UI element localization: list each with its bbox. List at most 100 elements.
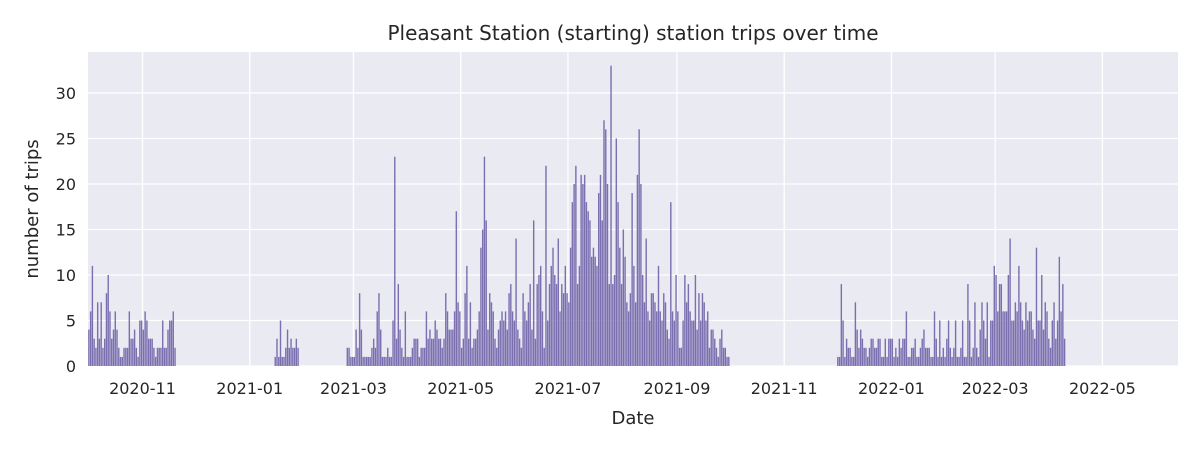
bar (276, 338, 278, 366)
bar (350, 356, 352, 366)
bar (872, 338, 874, 366)
bar (691, 320, 693, 366)
bar (555, 284, 558, 366)
bar (954, 320, 957, 366)
bar (144, 311, 146, 366)
bar (362, 356, 364, 366)
bar (710, 329, 712, 366)
bar (946, 338, 948, 366)
bar (909, 356, 911, 366)
bar (615, 138, 618, 366)
bar (583, 174, 586, 366)
bar (854, 302, 857, 366)
bar (678, 347, 681, 366)
bar (172, 311, 174, 366)
bar (1037, 320, 1039, 366)
bar (998, 284, 1001, 366)
bar (685, 302, 688, 366)
bar (963, 356, 966, 366)
bar (481, 229, 484, 366)
bar (140, 320, 143, 366)
bar (569, 247, 572, 366)
bar (367, 356, 370, 366)
bar (1000, 284, 1003, 366)
x-tick-label: 2022-05 (1069, 379, 1136, 398)
bar (538, 274, 540, 366)
bar (983, 320, 985, 366)
bar (1035, 247, 1038, 366)
bar (548, 284, 551, 366)
bar (552, 247, 554, 366)
bar (348, 347, 350, 366)
bar (162, 320, 164, 366)
bar (520, 347, 523, 366)
bar (1049, 347, 1052, 366)
bar (100, 302, 102, 366)
bar (541, 311, 544, 366)
bar (870, 338, 872, 366)
bar (91, 265, 94, 366)
bar (126, 347, 129, 366)
bar (907, 356, 909, 366)
bar (1021, 320, 1024, 366)
bar (156, 347, 159, 366)
bar (116, 329, 118, 366)
bar (394, 156, 396, 366)
bar (598, 193, 600, 366)
bar (111, 338, 113, 366)
bar (485, 220, 487, 366)
bar (687, 284, 690, 366)
bar (1016, 311, 1018, 366)
bar (504, 311, 507, 366)
bar (640, 183, 642, 366)
bar (629, 293, 632, 366)
bar (1014, 302, 1017, 366)
x-tick-label: 2021-09 (644, 379, 711, 398)
bar (977, 356, 980, 366)
bar (1063, 338, 1066, 366)
bar (845, 338, 848, 366)
bar (460, 347, 463, 366)
bar (167, 329, 169, 366)
bar (429, 329, 431, 366)
bar (517, 329, 519, 366)
y-tick-label: 25 (56, 129, 76, 148)
bar (991, 320, 994, 366)
bar (932, 356, 934, 366)
bar (657, 265, 660, 366)
bar (135, 347, 138, 366)
bar (121, 356, 123, 366)
bar (109, 311, 111, 366)
bar (947, 320, 950, 366)
bar (861, 338, 864, 366)
bar (281, 356, 283, 366)
bar (527, 302, 530, 366)
bar (346, 347, 349, 366)
bar (513, 320, 516, 366)
bar (624, 256, 626, 366)
bar (1009, 238, 1011, 366)
bar (594, 256, 596, 366)
bar (445, 293, 447, 366)
bar (886, 356, 888, 366)
bar (105, 293, 108, 366)
bar (1018, 265, 1020, 366)
bar (928, 347, 930, 366)
bar (976, 347, 978, 366)
bar (401, 347, 403, 366)
bar (668, 338, 670, 366)
bar (474, 338, 477, 366)
bar (917, 356, 920, 366)
bar (968, 320, 971, 366)
bar (949, 347, 952, 366)
bar (650, 293, 653, 366)
bar (358, 293, 361, 366)
bar (297, 347, 299, 366)
bar (279, 320, 282, 366)
bar (726, 356, 728, 366)
bar (128, 311, 131, 366)
bar (123, 347, 125, 366)
bar (93, 338, 95, 366)
bar (381, 356, 384, 366)
bar (643, 302, 646, 366)
